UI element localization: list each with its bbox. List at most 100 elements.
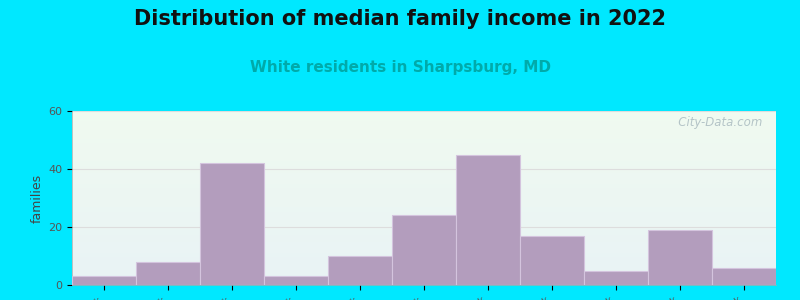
Bar <box>72 225 776 226</box>
Bar <box>456 154 520 285</box>
Bar <box>72 235 776 236</box>
Bar <box>72 141 776 142</box>
Bar <box>72 254 776 255</box>
Bar <box>72 216 776 217</box>
Bar <box>72 122 776 123</box>
Bar <box>72 203 776 204</box>
Bar <box>72 117 776 118</box>
Bar <box>72 253 776 254</box>
Bar <box>72 280 776 281</box>
Bar <box>72 229 776 230</box>
Bar <box>72 237 776 238</box>
Bar <box>72 231 776 232</box>
Bar <box>72 255 776 256</box>
Bar <box>72 129 776 130</box>
Bar <box>72 146 776 147</box>
Bar <box>72 133 776 134</box>
Bar <box>72 208 776 209</box>
Bar <box>72 158 776 159</box>
Bar <box>72 193 776 194</box>
Bar <box>72 155 776 156</box>
Bar <box>72 173 776 174</box>
Bar <box>72 277 776 278</box>
Bar <box>72 272 776 273</box>
Bar <box>72 195 776 196</box>
Bar <box>72 269 776 270</box>
Bar <box>72 239 776 240</box>
Bar <box>72 165 776 166</box>
Bar <box>72 251 776 252</box>
Bar <box>72 139 776 140</box>
Bar <box>72 119 776 120</box>
Bar <box>72 204 776 205</box>
Bar <box>72 279 776 280</box>
Bar <box>72 113 776 114</box>
Bar <box>72 274 776 275</box>
Bar <box>72 200 776 201</box>
Bar <box>72 149 776 150</box>
Bar <box>72 175 776 176</box>
Bar <box>72 166 776 167</box>
Bar <box>72 178 776 179</box>
Bar <box>72 128 776 129</box>
Bar <box>72 118 776 119</box>
Bar <box>72 211 776 212</box>
Bar <box>72 222 776 223</box>
Bar <box>72 234 776 235</box>
Text: City-Data.com: City-Data.com <box>666 116 762 129</box>
Bar <box>72 221 776 222</box>
Bar <box>72 246 776 247</box>
Bar <box>200 163 264 285</box>
Bar <box>72 169 776 170</box>
Bar <box>72 219 776 220</box>
Bar <box>392 215 456 285</box>
Bar <box>584 271 648 285</box>
Bar <box>72 258 776 259</box>
Bar <box>72 205 776 206</box>
Bar <box>72 131 776 132</box>
Bar <box>72 163 776 164</box>
Bar <box>72 220 776 221</box>
Bar <box>72 245 776 246</box>
Bar <box>72 189 776 190</box>
Bar <box>72 124 776 125</box>
Bar <box>72 240 776 241</box>
Bar <box>72 114 776 115</box>
Bar <box>72 159 776 160</box>
Bar <box>72 170 776 171</box>
Bar <box>72 243 776 244</box>
Bar <box>72 120 776 121</box>
Bar <box>72 144 776 145</box>
Bar <box>72 214 776 215</box>
Bar <box>72 212 776 213</box>
Bar <box>72 201 776 202</box>
Bar <box>72 112 776 113</box>
Bar <box>72 249 776 250</box>
Bar <box>72 267 776 268</box>
Bar <box>72 130 776 131</box>
Bar <box>520 236 584 285</box>
Bar <box>72 281 776 282</box>
Bar <box>72 284 776 285</box>
Bar <box>72 137 776 138</box>
Bar <box>72 167 776 168</box>
Bar <box>72 218 776 219</box>
Bar <box>72 171 776 172</box>
Bar <box>72 224 776 225</box>
Bar <box>72 121 776 122</box>
Bar <box>72 177 776 178</box>
Bar <box>72 138 776 139</box>
Bar <box>72 196 776 197</box>
Bar <box>72 191 776 192</box>
Bar <box>72 150 776 151</box>
Bar <box>72 123 776 124</box>
Bar <box>72 132 776 133</box>
Bar <box>72 261 776 262</box>
Bar <box>72 210 776 211</box>
Bar <box>72 115 776 116</box>
Bar <box>72 160 776 161</box>
Bar <box>72 198 776 199</box>
Bar <box>72 182 776 183</box>
Bar <box>72 126 776 127</box>
Y-axis label: families: families <box>31 173 44 223</box>
